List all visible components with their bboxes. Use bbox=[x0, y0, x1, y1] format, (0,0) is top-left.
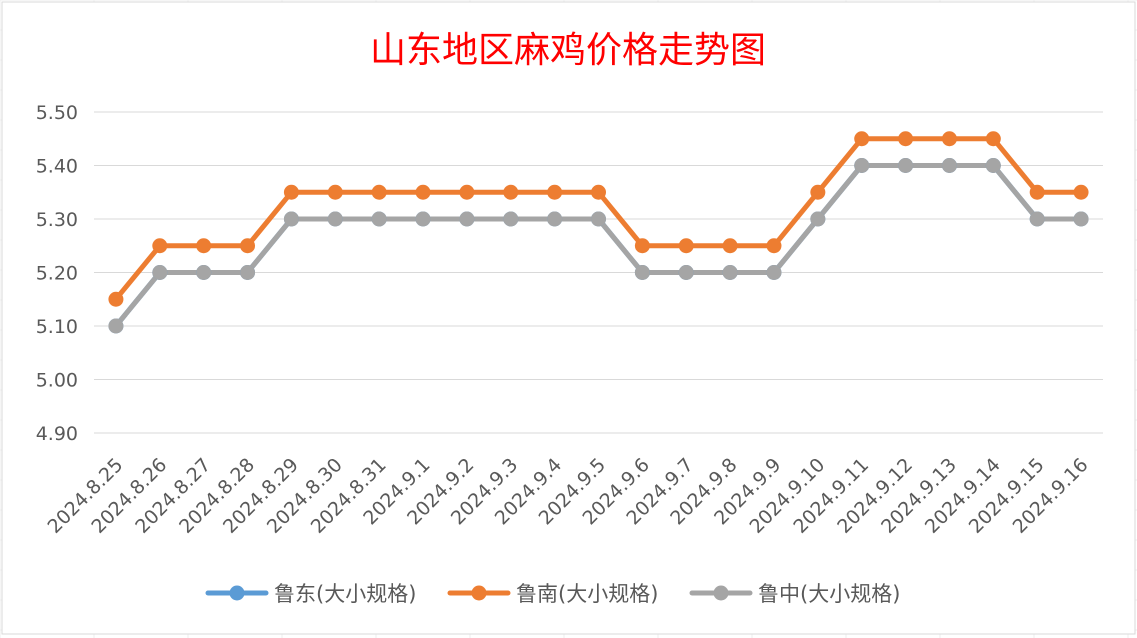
legend-label: 鲁东(大小规格) bbox=[274, 582, 416, 606]
data-point bbox=[985, 158, 1001, 173]
data-point bbox=[108, 291, 124, 307]
data-point bbox=[240, 238, 256, 254]
data-point bbox=[547, 184, 563, 200]
data-point bbox=[459, 184, 475, 200]
data-point bbox=[985, 131, 1001, 147]
legend-label: 鲁南(大小规格) bbox=[516, 582, 658, 606]
data-point bbox=[941, 158, 957, 173]
legend-label: 鲁中(大小规格) bbox=[758, 582, 900, 606]
y-axis-tick-labels: 4.90 5.00 5.10 5.20 5.30 5.40 5.50 bbox=[36, 102, 78, 445]
data-point bbox=[459, 211, 475, 227]
data-point bbox=[240, 265, 256, 280]
data-point bbox=[854, 131, 870, 147]
data-point bbox=[1073, 211, 1089, 227]
data-point bbox=[722, 238, 738, 254]
data-point bbox=[327, 211, 343, 227]
data-point bbox=[371, 211, 387, 227]
data-point bbox=[196, 238, 212, 254]
y-tick-label: 5.40 bbox=[36, 156, 78, 178]
data-point bbox=[1029, 184, 1045, 200]
data-point bbox=[152, 238, 168, 254]
data-point bbox=[283, 211, 299, 227]
data-point bbox=[196, 265, 212, 280]
data-point bbox=[1073, 184, 1089, 200]
chart-title: 山东地区麻鸡价格走势图 bbox=[370, 30, 766, 71]
data-point bbox=[591, 211, 606, 227]
data-point bbox=[678, 238, 694, 254]
data-point bbox=[371, 184, 387, 200]
y-tick-label: 5.10 bbox=[36, 316, 78, 338]
legend-swatch-marker bbox=[471, 585, 487, 601]
legend-swatch-marker bbox=[713, 585, 729, 601]
data-point bbox=[415, 184, 431, 200]
data-point bbox=[591, 184, 606, 200]
data-point bbox=[898, 158, 914, 173]
legend: 鲁东(大小规格) 鲁南(大小规格) 鲁中(大小规格) bbox=[205, 582, 900, 606]
y-tick-label: 5.50 bbox=[36, 102, 78, 124]
data-point bbox=[503, 184, 519, 200]
data-point bbox=[327, 184, 343, 200]
data-point bbox=[1029, 211, 1045, 227]
data-point bbox=[854, 158, 870, 173]
data-point bbox=[634, 238, 650, 254]
y-tick-label: 5.00 bbox=[36, 370, 78, 392]
series-points bbox=[108, 131, 1089, 334]
data-point bbox=[766, 238, 782, 254]
data-point bbox=[152, 265, 168, 280]
data-point bbox=[941, 131, 957, 147]
legend-swatch-marker bbox=[229, 585, 245, 601]
data-point bbox=[766, 265, 782, 280]
data-point bbox=[678, 265, 694, 280]
data-point bbox=[108, 318, 124, 334]
y-tick-label: 5.30 bbox=[36, 209, 78, 231]
data-point bbox=[283, 184, 299, 200]
data-point bbox=[547, 211, 563, 227]
y-tick-label: 5.20 bbox=[36, 263, 78, 285]
data-point bbox=[898, 131, 914, 147]
data-point bbox=[415, 211, 431, 227]
data-point bbox=[503, 211, 519, 227]
y-tick-label: 4.90 bbox=[36, 423, 78, 445]
data-point bbox=[810, 184, 826, 200]
data-point bbox=[722, 265, 738, 280]
data-point bbox=[634, 265, 650, 280]
data-point bbox=[810, 211, 826, 227]
